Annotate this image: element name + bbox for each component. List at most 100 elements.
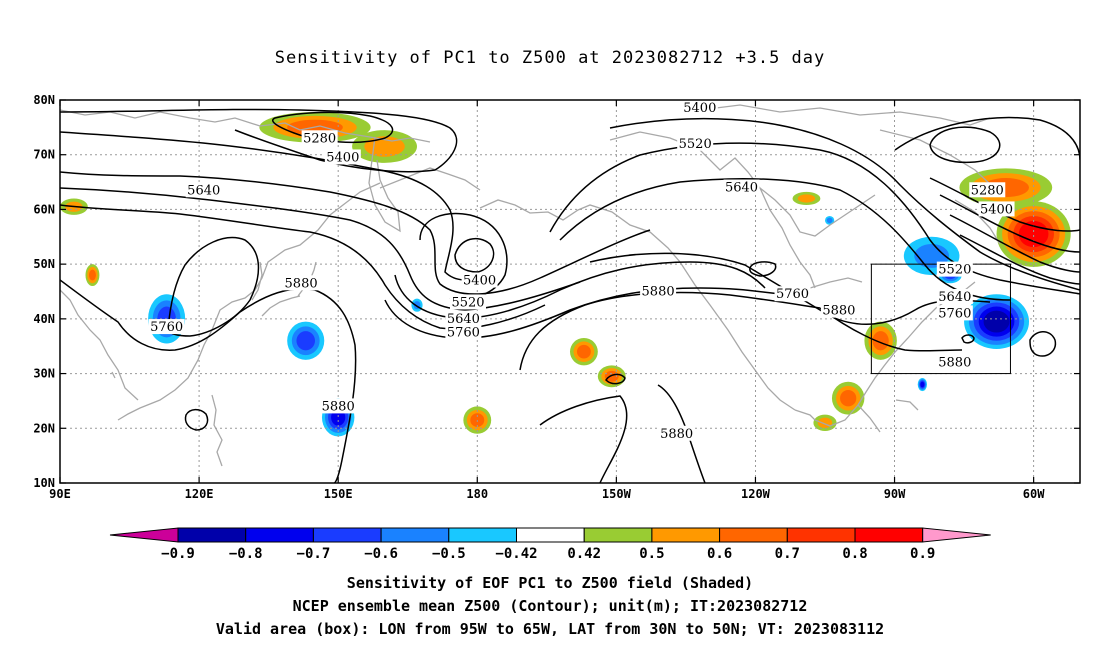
y-tick-label: 50N bbox=[33, 257, 55, 271]
colorbar-label: −0.42 bbox=[495, 546, 537, 562]
contour-label-bg bbox=[820, 302, 857, 318]
caption-valid-area: Valid area (box): LON from 95W to 65W, L… bbox=[215, 620, 885, 638]
contour-label-bg bbox=[723, 179, 760, 195]
contour-label-text: 5400 bbox=[463, 274, 496, 289]
sensitivity-level bbox=[88, 269, 96, 281]
contour-label-text: 5520 bbox=[679, 137, 712, 152]
contour-label-bg bbox=[445, 310, 482, 326]
plot-frame bbox=[59, 99, 1081, 484]
x-tick-label: 90W bbox=[884, 487, 906, 501]
contour-label-text: 5640 bbox=[725, 181, 758, 196]
contour-label-text: 5640 bbox=[447, 312, 480, 327]
contour-label-bg bbox=[677, 135, 714, 151]
contour-5640-trough bbox=[394, 261, 766, 319]
x-tick-label: 60W bbox=[1023, 487, 1045, 501]
y-tick-label: 70N bbox=[33, 148, 55, 162]
sensitivity-blob bbox=[287, 321, 325, 360]
colorbar-cell bbox=[177, 527, 247, 543]
caption-shading: Sensitivity of EOF PC1 to Z500 field (Sh… bbox=[346, 574, 754, 592]
sensitivity-blob bbox=[864, 321, 897, 360]
contour-atlantic-3 bbox=[949, 214, 1080, 273]
x-tick-label: 150E bbox=[324, 487, 353, 501]
contour-label: 5640 bbox=[936, 288, 973, 305]
contour-label-bg bbox=[301, 130, 338, 146]
contour-label-text: 5280 bbox=[303, 131, 336, 146]
z500-contours bbox=[60, 108, 1080, 483]
alaska-canada-coastline bbox=[379, 131, 876, 411]
contour-label-text: 5400 bbox=[980, 202, 1013, 217]
contour-small-cell-4 bbox=[961, 334, 975, 344]
sensitivity-level bbox=[872, 331, 889, 351]
contour-label: 5640 bbox=[723, 179, 760, 196]
contour-label: 5880 bbox=[640, 283, 677, 300]
contour-5880-subtropic bbox=[539, 395, 628, 483]
contour-5640-east bbox=[559, 177, 1011, 301]
contour-label: 5760 bbox=[445, 324, 482, 341]
contour-atlantic-1 bbox=[929, 177, 1080, 232]
contour-label-bg bbox=[148, 319, 185, 335]
contour-5400-west bbox=[60, 108, 458, 173]
x-tick-label: 120W bbox=[741, 487, 771, 501]
sensitivity-blob bbox=[831, 381, 865, 415]
sensitivity-level bbox=[797, 194, 816, 203]
contour-label: 5280 bbox=[969, 182, 1006, 198]
sensitivity-blob bbox=[917, 377, 927, 392]
colorbar-cell bbox=[719, 527, 788, 543]
colorbar-cell bbox=[448, 527, 517, 543]
contour-label-text: 5760 bbox=[447, 326, 480, 341]
contour-label-bg bbox=[936, 354, 973, 370]
sensitivity-blob bbox=[792, 191, 821, 206]
colorbar-label: −0.6 bbox=[364, 546, 398, 562]
colorbar-cell bbox=[854, 527, 924, 543]
contour-label: 5760 bbox=[148, 319, 185, 335]
contour-atlantic-2 bbox=[939, 194, 1080, 253]
colorbar-label: −0.9 bbox=[161, 546, 195, 562]
contour-5760-asia bbox=[167, 236, 260, 337]
colorbar-cell bbox=[583, 527, 653, 543]
contour-label-text: 5880 bbox=[660, 427, 693, 442]
contour-label: 5400 bbox=[324, 149, 361, 165]
contour-5400-low bbox=[454, 237, 495, 273]
asia-coastline bbox=[60, 109, 431, 421]
contour-label-text: 5400 bbox=[683, 101, 716, 116]
y-tick-label: 60N bbox=[33, 202, 55, 216]
colorbar-label: −0.8 bbox=[229, 546, 263, 562]
contour-label-bg bbox=[969, 182, 1006, 198]
contour-label-bg bbox=[185, 182, 222, 198]
contour-label-bg bbox=[445, 324, 482, 340]
philippines-coastline bbox=[211, 394, 223, 467]
contour-label-text: 5880 bbox=[642, 285, 675, 300]
contour-small-cell-3 bbox=[184, 408, 209, 431]
colorbar-cell bbox=[245, 527, 314, 543]
coastline-layer bbox=[60, 104, 1001, 467]
contour-label: 5880 bbox=[658, 425, 695, 442]
colorbar-label: −0.7 bbox=[297, 546, 331, 562]
colorbar-cell bbox=[380, 527, 450, 543]
x-tick-label: 120E bbox=[185, 487, 214, 501]
colorbar-label: −0.5 bbox=[432, 546, 466, 562]
contour-label-text: 5640 bbox=[187, 183, 220, 198]
sensitivity-level bbox=[296, 331, 315, 351]
north-america-east-coastline bbox=[794, 261, 976, 433]
y-tick-label: 30N bbox=[33, 367, 55, 381]
contour-labels-layer: 5280540056405400552056405760588057605880… bbox=[148, 100, 1015, 442]
y-tick-label: 40N bbox=[33, 312, 55, 326]
contour-label-bg bbox=[774, 286, 811, 302]
contour-label-bg bbox=[936, 305, 973, 321]
plot-area bbox=[60, 100, 1080, 483]
contour-label-bg bbox=[450, 294, 486, 310]
contour-5760-trough bbox=[384, 287, 791, 339]
colorbar-cell bbox=[786, 527, 856, 543]
contour-label-bg bbox=[324, 149, 361, 165]
colorbar-label: 0.7 bbox=[775, 546, 800, 562]
contour-label: 5880 bbox=[320, 398, 357, 414]
sensitivity-level bbox=[920, 381, 925, 388]
contour-label: 5400 bbox=[461, 272, 498, 289]
contour-label-text: 5880 bbox=[285, 276, 318, 291]
x-tick-label: 90E bbox=[49, 487, 71, 501]
contour-label-text: 5760 bbox=[776, 287, 809, 302]
contour-label: 5520 bbox=[677, 135, 714, 152]
contour-5280-atlantic bbox=[894, 116, 1080, 161]
contour-label-bg bbox=[936, 288, 973, 304]
y-tick-label: 80N bbox=[33, 93, 55, 107]
